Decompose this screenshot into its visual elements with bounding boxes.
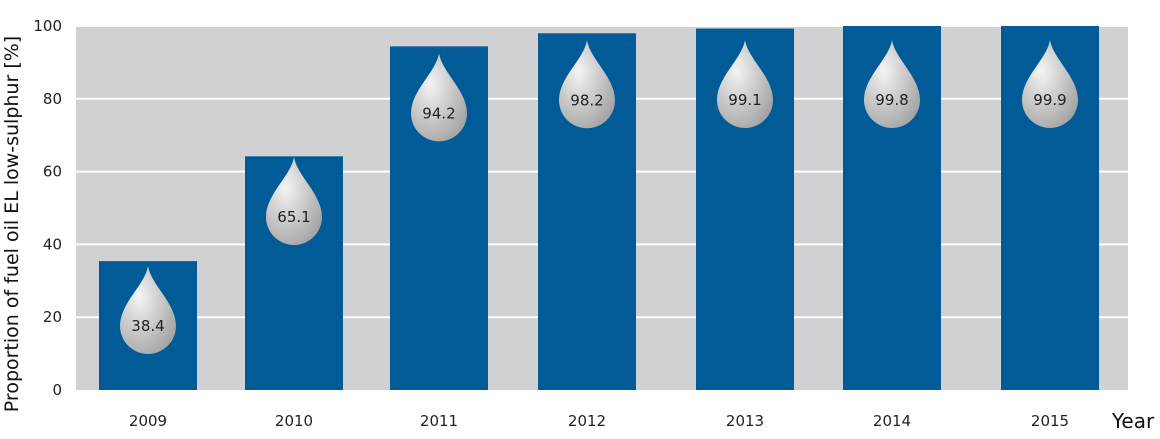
x-tick-label: 2011: [420, 412, 458, 430]
y-axis-label: Proportion of fuel oil EL low-sulphur [%…: [1, 36, 23, 412]
y-tick-label: 0: [52, 381, 62, 399]
data-label: 98.2: [570, 91, 603, 109]
data-label: 38.4: [131, 317, 164, 335]
x-tick-label: 2009: [129, 412, 167, 430]
data-label: 99.1: [728, 91, 761, 109]
y-tick-label: 60: [43, 163, 62, 181]
x-tick-label: 2015: [1031, 412, 1069, 430]
y-tick-labels: 0 20 40 60 80 100: [33, 17, 62, 399]
y-tick-label: 100: [33, 17, 62, 35]
data-label: 99.9: [1033, 91, 1066, 109]
x-tick-label: 2010: [275, 412, 313, 430]
x-axis-label: Year: [1111, 409, 1155, 433]
droplet-icon: [411, 53, 467, 142]
x-tick-label: 2013: [726, 412, 764, 430]
x-tick-labels: 2009 2010 2011 2012 2013 2014 2015: [129, 412, 1069, 430]
droplet-icon: [717, 40, 773, 128]
droplet-icon: [266, 157, 322, 245]
y-tick-label: 20: [43, 308, 62, 326]
droplet-icon: [559, 40, 615, 129]
droplet-icon: [1022, 40, 1078, 128]
droplet-icon: [120, 266, 176, 354]
x-tick-label: 2014: [873, 412, 911, 430]
data-label: 65.1: [277, 208, 310, 226]
bars: 38.4 65.1 94.2 98.2 99.1 99.8 99.9: [99, 26, 1099, 390]
data-label: 94.2: [422, 104, 455, 122]
y-tick-label: 80: [43, 90, 62, 108]
y-tick-label: 40: [43, 235, 62, 253]
droplet-icon: [864, 40, 920, 128]
x-tick-label: 2012: [568, 412, 606, 430]
data-label: 99.8: [875, 91, 908, 109]
